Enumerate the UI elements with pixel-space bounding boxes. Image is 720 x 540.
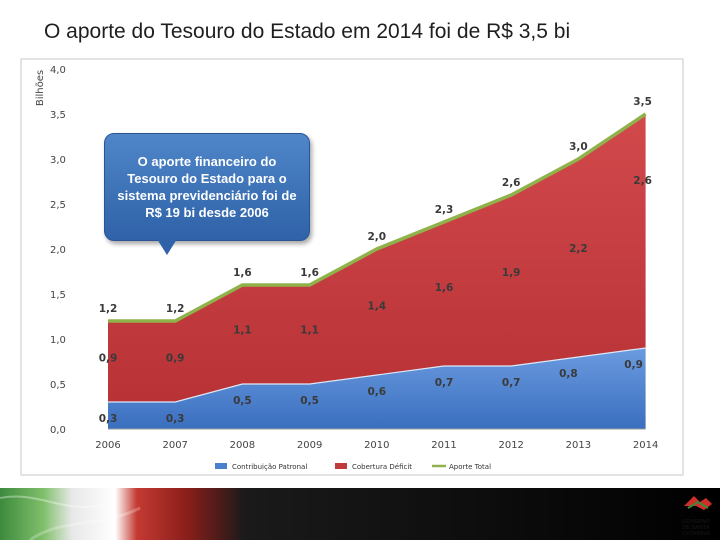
chart: Bilhões 0,0 0,5 1,0 1,5 2,0 2,5 3,0 3,5 4,0 2006…: [20, 58, 684, 476]
line-aporte-total: [108, 112, 647, 323]
footer-banner: GOVERNO DE SANTA CATARINA: [0, 488, 720, 540]
flag-stripes: [0, 488, 720, 540]
label-aporte-total: 1,6: [233, 267, 252, 279]
label-aporte-total: 2,3: [435, 204, 454, 216]
label-patronal: 0,5: [300, 395, 319, 407]
x-tick-label: 2012: [498, 440, 523, 451]
label-deficit: 1,1: [233, 325, 252, 337]
logo-flag-icon: [684, 496, 712, 510]
callout-pointer: [157, 239, 177, 255]
y-tick-label: 0,5: [50, 380, 66, 391]
label-patronal: 0,6: [367, 386, 386, 398]
y-tick-label: 2,0: [50, 245, 66, 256]
callout-bubble: O aporte financeiro do Tesouro do Estado…: [104, 133, 310, 241]
y-axis-label: Bilhões: [35, 70, 46, 106]
area-contribuicao-patronal: [108, 348, 646, 429]
label-deficit: 0,9: [166, 352, 185, 364]
label-aporte-total: 3,0: [569, 141, 588, 153]
label-aporte-total: 3,5: [633, 96, 652, 108]
label-deficit: 1,9: [502, 267, 521, 279]
label-deficit: 1,4: [367, 301, 386, 313]
label-patronal: 0,5: [233, 395, 252, 407]
legend-label: Aporte Total: [449, 463, 491, 471]
y-tick-label: 1,0: [50, 335, 66, 346]
label-patronal: 0,3: [166, 413, 185, 425]
x-tick-label: 2013: [566, 440, 591, 451]
label-aporte-total: 1,6: [300, 267, 319, 279]
label-aporte-total: 1,2: [99, 303, 118, 315]
legend-label: Cobertura Déficit: [352, 463, 412, 471]
legend-label: Contribuição Patronal: [232, 463, 307, 471]
x-tick-label: 2014: [633, 440, 658, 451]
label-deficit: 1,6: [435, 282, 454, 294]
label-patronal: 0,7: [502, 377, 521, 389]
label-aporte-total: 2,6: [502, 177, 521, 189]
label-patronal: 0,3: [99, 413, 118, 425]
patronal-edge: [108, 347, 646, 403]
label-patronal: 0,7: [435, 377, 454, 389]
area-cobertura-deficit: [108, 114, 646, 402]
x-tick-label: 2009: [297, 440, 322, 451]
y-tick-label: 0,0: [50, 425, 66, 436]
plot-frame: [20, 58, 684, 476]
logo-text: GOVERNO DE SANTA CATARINA: [681, 519, 711, 537]
label-aporte-total: 2,0: [367, 231, 386, 243]
label-patronal: 0,8: [559, 368, 578, 380]
label-deficit: 2,2: [569, 243, 588, 255]
legend-swatch: [215, 463, 227, 469]
x-tick-label: 2006: [95, 440, 120, 451]
y-tick-label: 1,5: [50, 290, 66, 301]
x-tick-label: 2007: [162, 440, 187, 451]
label-deficit: 2,6: [633, 175, 652, 187]
label-patronal: 0,9: [624, 359, 643, 371]
x-tick-label: 2008: [230, 440, 255, 451]
y-tick-label: 3,5: [50, 110, 66, 121]
y-tick-label: 3,0: [50, 155, 66, 166]
label-aporte-total: 1,2: [166, 303, 185, 315]
x-tick-label: 2010: [364, 440, 389, 451]
y-tick-label: 2,5: [50, 200, 66, 211]
label-deficit: 0,9: [99, 352, 118, 364]
label-deficit: 1,1: [300, 325, 319, 337]
legend-swatch: [335, 463, 347, 469]
x-tick-label: 2011: [431, 440, 456, 451]
page-title: O aporte do Tesouro do Estado em 2014 fo…: [44, 20, 571, 43]
y-tick-label: 4,0: [50, 65, 66, 76]
